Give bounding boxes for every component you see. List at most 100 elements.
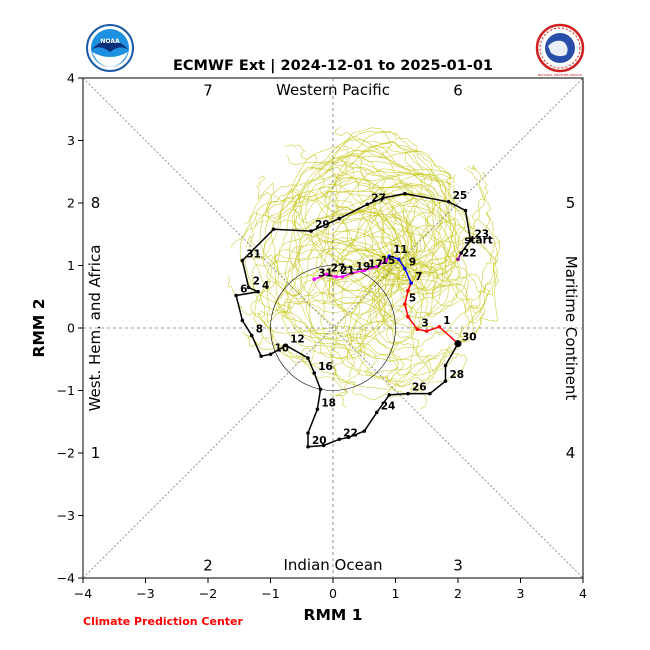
ensemble-member-line xyxy=(403,265,490,338)
track-point xyxy=(446,199,451,204)
ensemble-member-line xyxy=(410,172,489,291)
track-point-label: 29 xyxy=(315,219,330,231)
track-point-label: 16 xyxy=(318,361,333,373)
y-axis-label: RMM 2 xyxy=(30,299,48,358)
track-point-label: 24 xyxy=(381,400,396,412)
ensemble-member-line xyxy=(382,250,431,410)
track-point-label: 31 xyxy=(318,267,333,279)
track-point xyxy=(240,318,245,323)
track-point xyxy=(362,429,367,433)
track-point xyxy=(318,387,323,392)
ensemble-member-line xyxy=(262,177,418,282)
track-point xyxy=(463,208,468,213)
track-point-label: 28 xyxy=(450,369,465,381)
ensemble-member-line xyxy=(304,176,445,295)
track-point xyxy=(387,254,392,258)
y-tick-label: −2 xyxy=(57,446,75,461)
track-point xyxy=(256,289,260,294)
ensemble-member-line xyxy=(310,156,466,254)
track-point-label: 25 xyxy=(453,190,468,202)
track-point xyxy=(406,391,410,396)
ensemble-member-line xyxy=(342,145,435,261)
ensemble-member-line xyxy=(256,175,411,273)
track-point xyxy=(428,391,432,396)
ensemble-member-line xyxy=(281,247,383,378)
track-point xyxy=(259,354,263,358)
track-point-label: 19 xyxy=(356,261,371,273)
track-point-label: 5 xyxy=(409,292,416,304)
track-point xyxy=(306,356,310,360)
track-point xyxy=(246,285,251,290)
ensemble-member-line xyxy=(364,174,458,297)
track-point xyxy=(337,437,342,442)
phase-number: 5 xyxy=(566,194,576,212)
track-point xyxy=(381,196,385,200)
ensemble-member-line xyxy=(341,214,424,361)
ensemble-member-line xyxy=(323,176,442,295)
ensemble-member-line xyxy=(320,209,423,345)
track-point-label: 21 xyxy=(340,265,355,277)
phase-number: 4 xyxy=(566,444,576,462)
ensemble-member-line xyxy=(346,274,474,358)
ensemble-member-line xyxy=(312,228,464,324)
track-point xyxy=(268,352,273,357)
track-point xyxy=(406,288,410,293)
x-tick-label: −2 xyxy=(199,586,217,601)
region-bottom: Indian Ocean xyxy=(283,556,382,574)
ensemble-member-line xyxy=(377,237,495,319)
track-point-label: 11 xyxy=(393,244,408,256)
y-tick-label: −3 xyxy=(57,508,75,523)
track-point-label: 18 xyxy=(321,397,336,409)
track-point-label: 1 xyxy=(443,315,450,327)
ensemble-member-line xyxy=(280,146,399,276)
track-point xyxy=(374,410,379,415)
track-point xyxy=(337,216,342,221)
track-point xyxy=(321,443,326,448)
track-point-label: 31 xyxy=(246,249,261,261)
track-point-label: 22 xyxy=(462,247,477,259)
ensemble-member-line xyxy=(315,227,453,318)
y-tick-label: −4 xyxy=(57,571,75,586)
track-point xyxy=(349,271,354,275)
ensemble-member-line xyxy=(266,233,380,366)
track-point-label: 23 xyxy=(475,229,490,241)
ensemble-member-line xyxy=(273,240,412,362)
ensemble-member-line xyxy=(335,159,444,318)
ensemble-member-line xyxy=(318,139,447,264)
x-tick-label: 1 xyxy=(392,586,400,601)
ensemble-member-line xyxy=(289,190,435,329)
region-right: Maritime Continent xyxy=(562,256,580,401)
ensemble-member-line xyxy=(299,143,409,255)
track-point-label: 22 xyxy=(343,427,358,439)
ensemble-member-line xyxy=(394,241,501,310)
track-segment xyxy=(235,291,459,448)
track-point-label: 8 xyxy=(256,324,263,336)
x-tick-label: −1 xyxy=(261,586,279,601)
track-point xyxy=(284,343,288,348)
region-left: West. Hem. and Africa xyxy=(86,245,104,412)
track-point xyxy=(443,363,448,368)
x-tick-label: −3 xyxy=(136,586,154,601)
track-point xyxy=(424,329,429,333)
track-point xyxy=(403,266,407,271)
x-tick-label: 0 xyxy=(329,586,337,601)
ensemble-members xyxy=(227,126,501,410)
region-top: Western Pacific xyxy=(276,81,390,99)
final-point xyxy=(454,340,462,348)
ensemble-member-line xyxy=(386,253,463,395)
nws-logo: NATIONAL WEATHER SERVICE xyxy=(535,23,585,77)
y-tick-label: −1 xyxy=(57,383,75,398)
ensemble-member-line xyxy=(388,164,485,282)
ensemble-member-line xyxy=(242,271,378,348)
ensemble-member-line xyxy=(246,283,411,364)
track-point xyxy=(249,333,254,338)
ensemble-member-line xyxy=(288,153,415,268)
track-point xyxy=(324,272,329,277)
ensemble-member-line xyxy=(263,182,452,279)
x-axis-ticks: −4 −3 −2 −1 0 1 2 3 4 xyxy=(74,578,587,601)
track-point xyxy=(309,229,313,233)
track-segment xyxy=(404,282,459,345)
phase-number: 7 xyxy=(203,82,213,100)
